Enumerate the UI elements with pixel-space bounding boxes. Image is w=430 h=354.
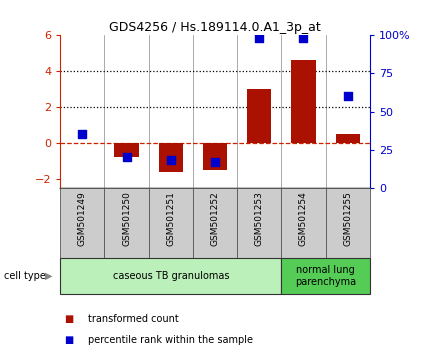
Text: GSM501253: GSM501253: [255, 191, 264, 246]
Text: cell type: cell type: [4, 271, 46, 281]
Text: normal lung
parenchyma: normal lung parenchyma: [295, 265, 356, 287]
Bar: [104, 188, 149, 258]
Bar: [281, 258, 370, 294]
Text: ▶: ▶: [45, 271, 52, 281]
Text: GSM501249: GSM501249: [78, 191, 87, 246]
Text: GSM501255: GSM501255: [343, 191, 352, 246]
Text: percentile rank within the sample: percentile rank within the sample: [88, 335, 253, 345]
Bar: [114, 143, 139, 157]
Text: GSM501250: GSM501250: [122, 191, 131, 246]
Point: [344, 93, 351, 99]
Bar: [291, 61, 316, 143]
Title: GDS4256 / Hs.189114.0.A1_3p_at: GDS4256 / Hs.189114.0.A1_3p_at: [109, 21, 321, 34]
Text: caseous TB granulomas: caseous TB granulomas: [113, 271, 229, 281]
Point: [167, 158, 174, 163]
Bar: [247, 89, 271, 143]
Point: [256, 36, 263, 41]
Text: ■: ■: [64, 335, 74, 345]
Text: GSM501252: GSM501252: [211, 191, 219, 246]
Point: [79, 131, 86, 137]
Bar: [237, 188, 281, 258]
Bar: [159, 143, 183, 171]
Point: [123, 154, 130, 160]
Text: GSM501251: GSM501251: [166, 191, 175, 246]
Bar: [193, 188, 237, 258]
Bar: [326, 188, 370, 258]
Point: [212, 159, 218, 165]
Point: [300, 36, 307, 41]
Bar: [149, 188, 193, 258]
Bar: [281, 188, 326, 258]
Text: transformed count: transformed count: [88, 314, 179, 324]
Bar: [60, 188, 104, 258]
Bar: [335, 134, 360, 143]
Text: ■: ■: [64, 314, 74, 324]
Bar: [60, 258, 281, 294]
Text: GSM501254: GSM501254: [299, 191, 308, 246]
Bar: [203, 143, 227, 170]
